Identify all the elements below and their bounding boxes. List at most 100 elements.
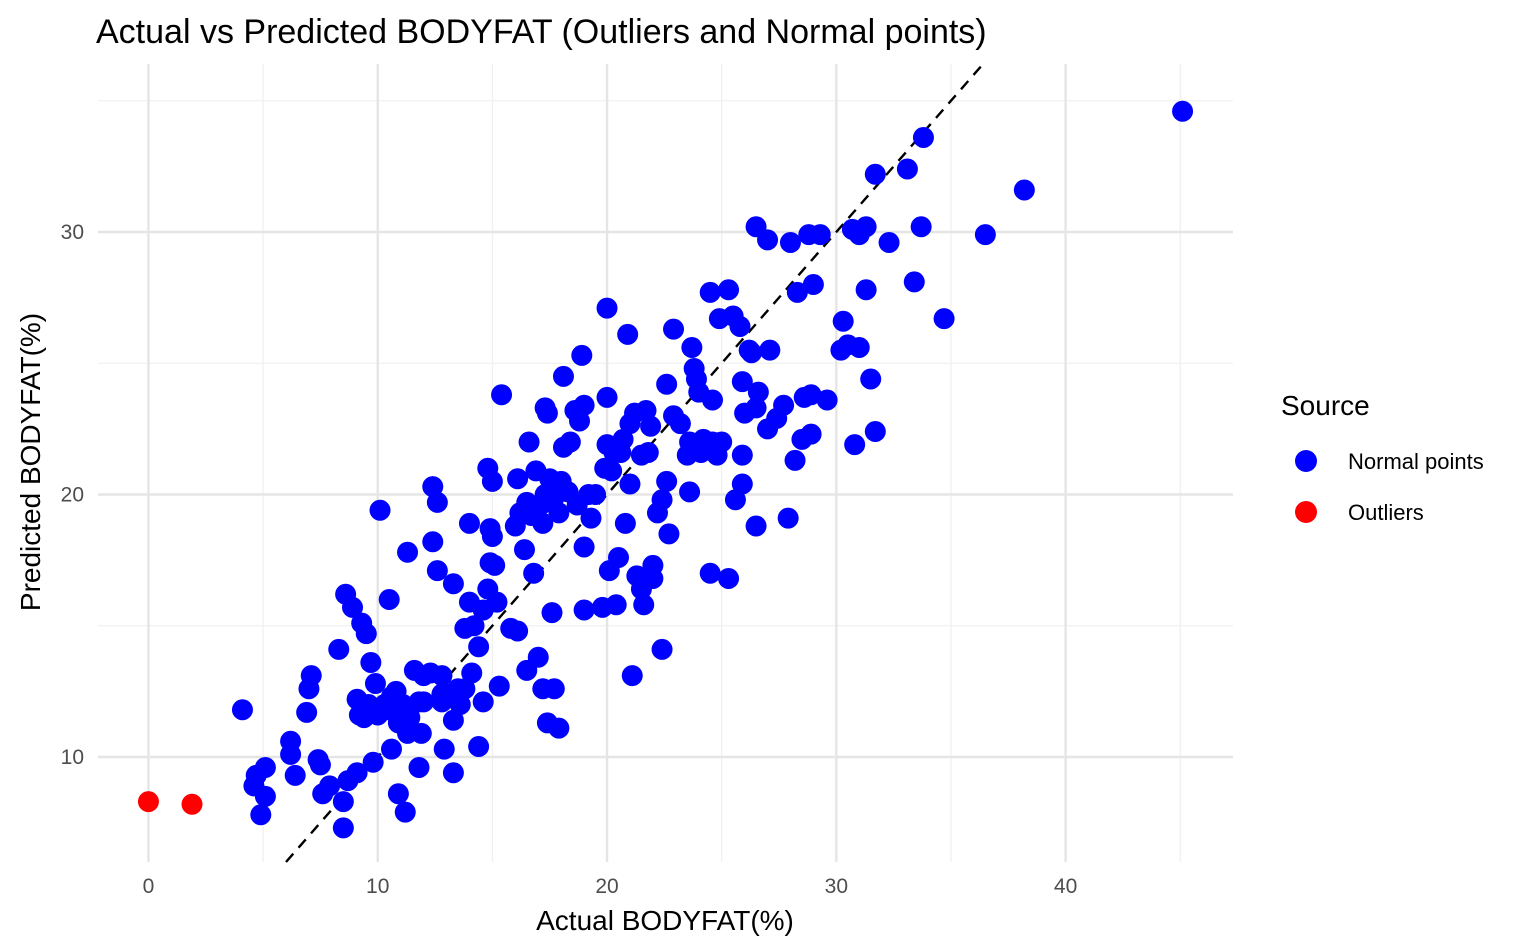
x-tick-label: 0 [143,875,155,898]
data-point [679,481,701,503]
data-point [630,444,652,466]
data-point [798,224,820,246]
data-point [734,402,756,424]
data-point [573,536,595,558]
data-point [479,552,501,574]
data-point [513,539,535,561]
data-point [621,665,643,687]
data-point [552,365,574,387]
data-point [571,344,593,366]
data-point [369,499,391,521]
data-point [394,801,416,823]
data-point [816,389,838,411]
data-point [458,591,480,613]
data-point [598,560,620,582]
data-point [280,743,302,765]
data-point [523,562,545,584]
data-point [619,473,641,495]
data-point [426,560,448,582]
data-point [360,652,382,673]
outlier-point [137,791,159,813]
data-point [759,339,781,361]
data-point [832,310,854,332]
data-point [472,691,494,713]
data-point [708,308,730,330]
x-tick-label: 40 [1054,875,1077,898]
data-point [777,507,799,529]
data-point [933,308,955,330]
data-point [541,602,563,624]
data-point [548,502,570,524]
data-point [731,473,753,495]
tick-labels: 0 10 20 30 40 10 20 30 [61,221,1078,898]
data-point [468,736,490,757]
data-point [488,675,510,697]
data-point [745,216,767,238]
data-point [626,565,648,587]
data-point [745,515,767,537]
outlier-point [181,793,203,815]
data-point [433,738,455,760]
data-point [284,764,306,786]
data-point [337,770,359,792]
data-point [454,617,476,639]
data-point [646,502,668,524]
data-point [431,683,453,705]
data-point [617,323,639,345]
data-point [442,573,464,595]
data-point [296,701,318,723]
data-point [504,515,526,537]
data-point [564,400,586,421]
data-point [422,476,444,498]
data-point [844,434,866,456]
data-point [573,599,595,621]
data-point [903,271,925,293]
data-point [491,384,513,406]
data-point [518,431,540,453]
x-tick-label: 10 [366,875,389,898]
data-point [663,318,685,340]
x-tick-label: 20 [595,875,618,898]
data-point [757,418,779,440]
data-point [479,518,501,540]
data-point [864,421,886,442]
y-tick-label: 20 [61,484,84,507]
data-point [738,339,760,361]
data-point [442,709,464,731]
data-point [683,358,705,379]
data-point [830,339,852,361]
data-point [591,596,613,618]
data-point [500,617,522,639]
data-point [784,449,806,471]
data-point [397,541,419,563]
data-point [594,457,616,479]
data-point [658,523,680,545]
data-point [332,817,354,839]
data-point [351,612,373,634]
data-point [596,297,618,319]
legend-label: Outliers [1348,500,1424,525]
legend: Source Normal points Outliers [1281,390,1484,525]
data-point [477,578,499,600]
data-point [380,738,402,760]
data-point [461,662,483,684]
data-point [619,413,641,435]
data-point [596,434,618,456]
data-point [699,562,721,584]
data-point [912,127,934,148]
data-point [747,381,769,403]
data-point [651,638,673,660]
data-point [974,224,996,246]
data-point [307,749,329,771]
data-point [378,589,400,610]
series-outliers [137,791,203,815]
data-point [786,281,808,303]
legend-label: Normal points [1348,449,1484,474]
data-point [408,757,430,778]
data-point [1172,100,1194,122]
data-point [633,594,655,616]
data-point [642,554,664,576]
legend-entries: Normal points Outliers [1295,449,1484,525]
